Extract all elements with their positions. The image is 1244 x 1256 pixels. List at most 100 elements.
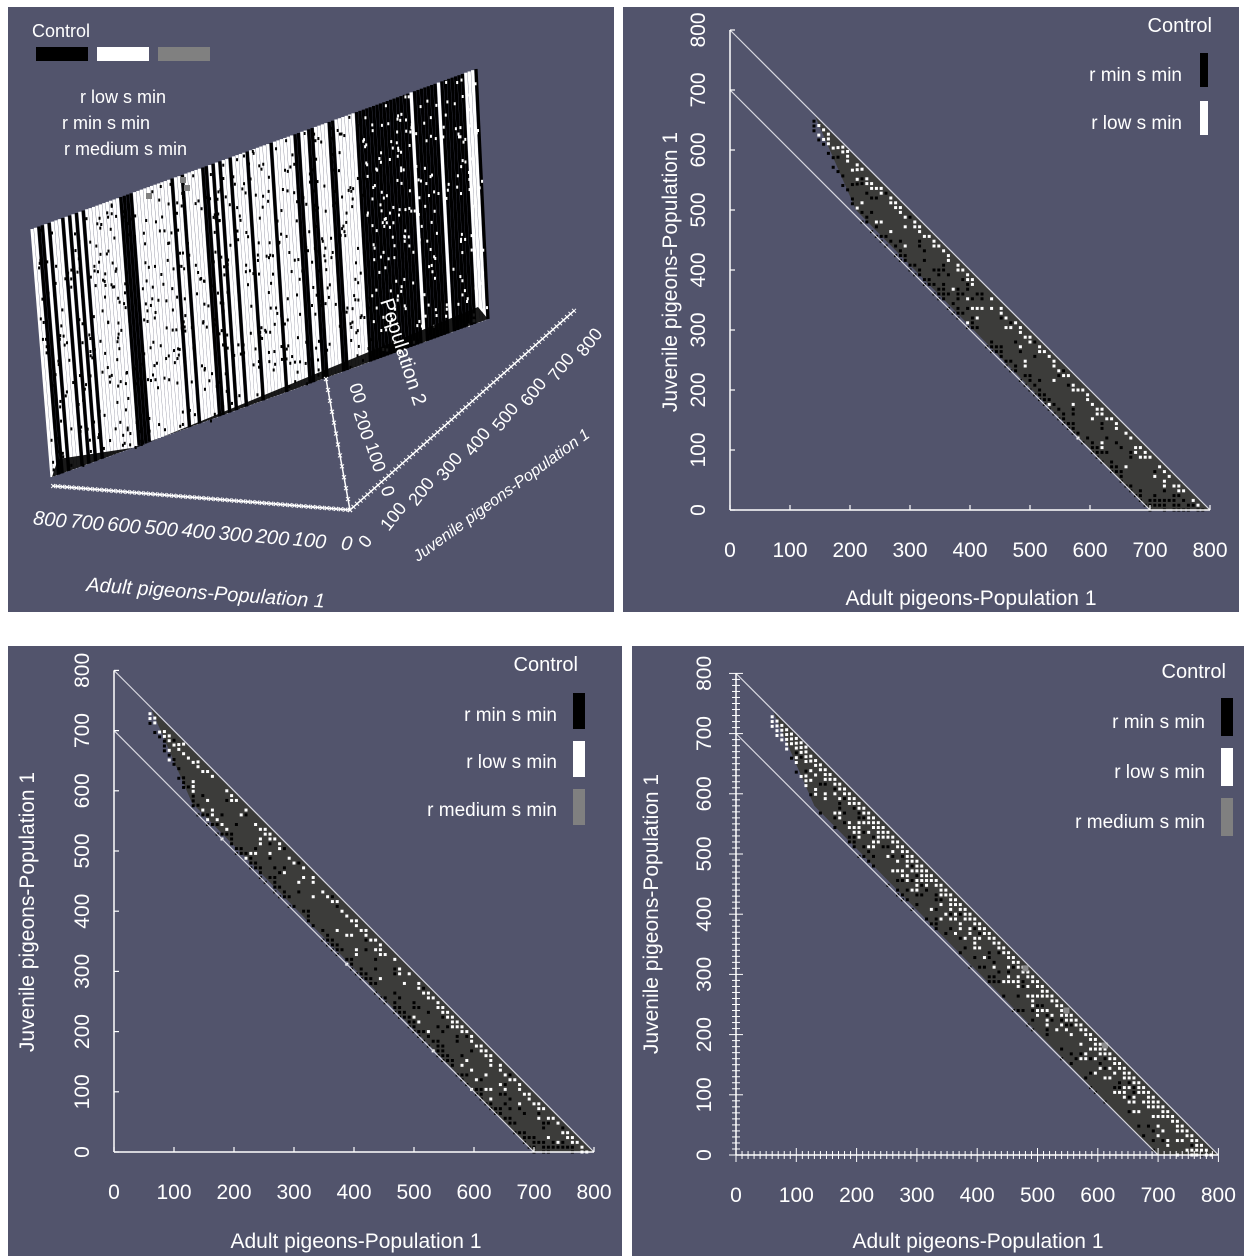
surface-speckle	[47, 291, 50, 295]
data-point	[1064, 1023, 1068, 1027]
surface-speckle	[168, 241, 171, 245]
data-point	[1162, 498, 1166, 502]
data-point	[903, 244, 907, 248]
data-point	[230, 794, 234, 798]
surface-speckle	[188, 253, 191, 257]
surface-speckle	[88, 438, 91, 442]
data-point	[537, 1140, 541, 1144]
data-point	[920, 864, 924, 868]
surface-stripe	[334, 119, 353, 369]
surface-speckle	[434, 257, 437, 261]
x-tick	[245, 499, 251, 505]
data-point	[900, 878, 904, 882]
surface-speckle	[410, 126, 413, 130]
surface-speckle	[89, 374, 92, 378]
data-point	[172, 738, 176, 742]
x-tick	[338, 506, 344, 512]
data-point	[1014, 340, 1018, 344]
data-point	[1146, 1095, 1150, 1099]
data-point	[1151, 1129, 1155, 1133]
data-point	[374, 957, 378, 961]
x-tick-label: 300	[892, 539, 927, 562]
surface-speckle	[468, 93, 471, 97]
data-point	[1093, 1042, 1097, 1046]
data-point	[446, 1025, 450, 1029]
data-point	[903, 225, 907, 229]
data-point	[939, 888, 943, 892]
data-point	[823, 777, 827, 781]
surface-speckle	[241, 187, 244, 191]
y-tick-label: 200	[693, 1017, 716, 1052]
surface-speckle	[459, 135, 462, 139]
surface-speckle	[396, 178, 399, 182]
data-point	[918, 239, 922, 243]
data-point	[1007, 965, 1011, 969]
surface-speckle	[149, 379, 152, 383]
surface-speckle	[252, 151, 255, 155]
data-point	[393, 1006, 397, 1010]
x-tick	[106, 488, 112, 493]
data-point	[843, 811, 847, 815]
surface-speckle	[81, 322, 84, 326]
data-point	[383, 953, 387, 957]
surface-speckle	[209, 419, 212, 423]
surface-speckle	[478, 186, 481, 190]
surface-speckle	[343, 134, 346, 138]
data-point	[1093, 1037, 1097, 1041]
data-point	[884, 234, 888, 238]
data-point	[886, 830, 890, 834]
surface-speckle	[470, 248, 473, 252]
data-point	[881, 835, 885, 839]
data-point	[374, 981, 378, 985]
data-point	[513, 1121, 517, 1125]
data-point	[1038, 388, 1042, 392]
data-point	[961, 268, 965, 272]
surface-speckle	[424, 314, 427, 318]
surface-speckle	[77, 257, 80, 261]
data-point	[201, 770, 205, 774]
data-point	[287, 856, 291, 860]
x-tick-label: 800	[1201, 1184, 1236, 1207]
data-point	[1142, 1100, 1146, 1104]
surface-speckle	[440, 133, 443, 137]
surface-speckle	[412, 250, 415, 254]
data-point	[934, 917, 938, 921]
surface-stripe	[395, 97, 413, 348]
data-point	[942, 263, 946, 267]
surface-speckle	[298, 277, 301, 281]
data-point	[992, 965, 996, 969]
data-point	[215, 818, 219, 822]
z-tick	[339, 463, 345, 469]
data-point	[814, 763, 818, 767]
data-point	[847, 801, 851, 805]
data-point	[1066, 383, 1070, 387]
data-point	[1137, 1110, 1141, 1114]
data-point	[498, 1107, 502, 1111]
data-point	[804, 769, 808, 773]
data-point	[780, 733, 784, 737]
data-point	[1071, 383, 1075, 387]
data-point	[1132, 1100, 1136, 1104]
data-point	[470, 1068, 474, 1072]
data-point	[364, 972, 368, 976]
data-point	[570, 1140, 574, 1144]
data-point	[1100, 407, 1104, 411]
data-point	[484, 1073, 488, 1077]
data-point	[1127, 1081, 1131, 1085]
surface-speckle	[233, 221, 236, 225]
surface-speckle	[217, 212, 220, 216]
surface-speckle	[379, 160, 382, 164]
surface-speckle	[229, 159, 232, 163]
surface-speckle	[178, 290, 181, 294]
x-tick	[143, 491, 149, 496]
surface-stripe	[419, 88, 436, 339]
surface-speckle	[203, 367, 206, 371]
data-point	[282, 847, 286, 851]
x-tick-label: 100	[292, 528, 327, 553]
surface-speckle	[356, 329, 359, 333]
surface-speckle	[171, 308, 174, 312]
data-point	[1011, 960, 1015, 964]
data-point	[474, 1078, 478, 1082]
data-point	[862, 806, 866, 810]
data-point	[843, 797, 847, 801]
